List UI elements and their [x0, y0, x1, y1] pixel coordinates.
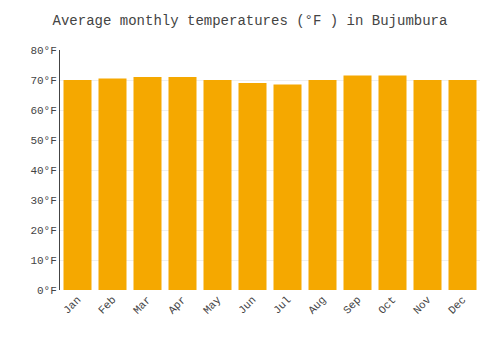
svg-text:Feb: Feb	[96, 294, 118, 316]
svg-text:Jul: Jul	[271, 294, 293, 316]
svg-text:Aug: Aug	[306, 294, 328, 316]
svg-text:Apr: Apr	[166, 294, 188, 316]
svg-text:May: May	[201, 294, 224, 317]
svg-text:Dec: Dec	[446, 294, 468, 316]
svg-text:40°F: 40°F	[30, 165, 56, 177]
svg-text:30°F: 30°F	[30, 195, 56, 207]
svg-text:20°F: 20°F	[30, 225, 56, 237]
svg-text:Mar: Mar	[131, 294, 153, 316]
svg-text:10°F: 10°F	[30, 255, 56, 267]
svg-text:Jan: Jan	[61, 294, 83, 316]
svg-text:Oct: Oct	[376, 294, 398, 316]
svg-text:Nov: Nov	[411, 294, 434, 317]
svg-text:80°F: 80°F	[30, 45, 56, 57]
svg-text:Jun: Jun	[236, 294, 258, 316]
svg-text:50°F: 50°F	[30, 135, 56, 147]
svg-text:0°F: 0°F	[37, 285, 57, 297]
svg-text:Average monthly temperatures (: Average monthly temperatures (°F ) in Bu…	[53, 13, 448, 29]
svg-text:60°F: 60°F	[30, 105, 56, 117]
svg-text:70°F: 70°F	[30, 75, 56, 87]
svg-text:Sep: Sep	[341, 294, 363, 316]
